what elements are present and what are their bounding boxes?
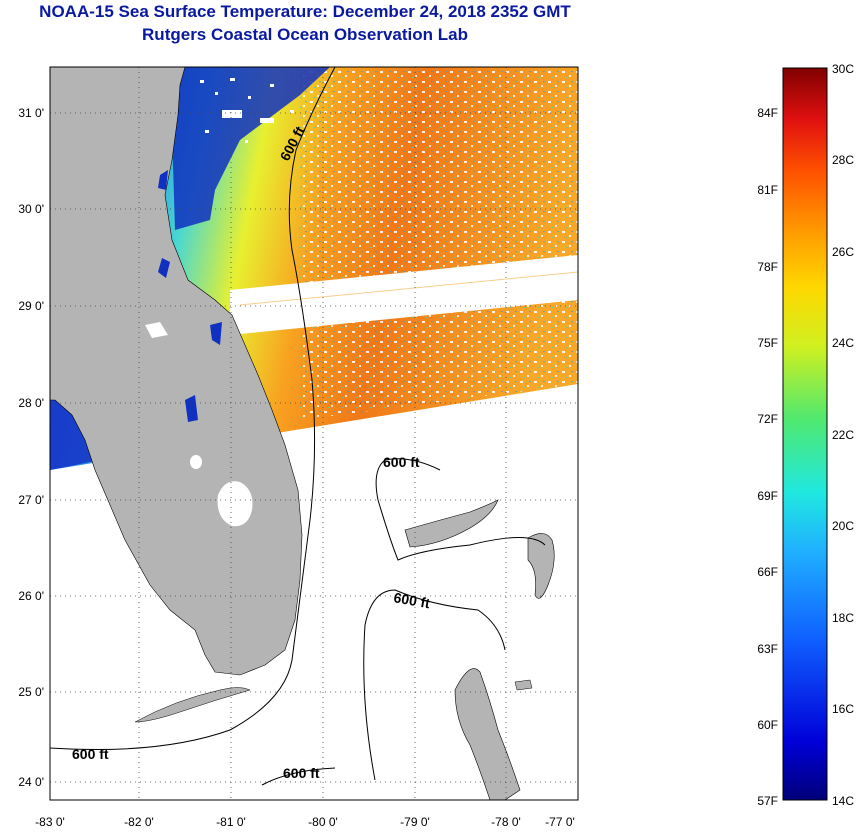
temperature-colorbar (782, 67, 828, 801)
fahrenheit-label: 81F (757, 183, 778, 197)
lake-okeechobee (217, 481, 253, 527)
lat-label: 28 0' (18, 396, 44, 410)
map-subtitle: Rutgers Coastal Ocean Observation Lab (142, 25, 468, 44)
data-gap-stripe (230, 255, 578, 335)
lat-label: 29 0' (18, 299, 44, 313)
fahrenheit-label: 63F (757, 642, 778, 656)
lon-label: -81 0' (216, 815, 246, 829)
latitude-labels: 31 0' 30 0' 29 0' 28 0' 27 0' 26 0' 25 0… (18, 106, 44, 789)
fahrenheit-label: 69F (757, 489, 778, 503)
celsius-label: 26C (832, 245, 854, 259)
lon-label: -77 0' (545, 815, 575, 829)
celsius-label: 28C (832, 153, 854, 167)
lat-label: 26 0' (18, 589, 44, 603)
contour-label-600ft: 600 ft (392, 589, 431, 611)
fahrenheit-label: 60F (757, 718, 778, 732)
florida-keys (134, 687, 251, 723)
lon-label: -79 0' (400, 815, 430, 829)
lat-label: 25 0' (18, 685, 44, 699)
fahrenheit-label: 75F (757, 336, 778, 350)
lat-label: 27 0' (18, 493, 44, 507)
lon-label: -83 0' (35, 815, 65, 829)
lat-label: 31 0' (18, 106, 44, 120)
celsius-label: 18C (832, 611, 854, 625)
fahrenheit-label: 72F (757, 412, 778, 426)
grand-bahama (404, 499, 499, 548)
lon-label: -78 0' (491, 815, 521, 829)
colorbar-celsius-labels: 30C 28C 26C 24C 22C 20C 18C 16C 14C (832, 62, 854, 808)
cold-coastal-water (170, 67, 330, 230)
speckle-noise (300, 70, 578, 420)
celsius-label: 24C (832, 336, 854, 350)
map-title: NOAA-15 Sea Surface Temperature: Decembe… (39, 2, 571, 21)
abaco-island (527, 533, 555, 599)
fahrenheit-label: 66F (757, 565, 778, 579)
celsius-label: 14C (832, 794, 854, 808)
lon-label: -82 0' (124, 815, 154, 829)
contour-label-600ft: 600 ft (72, 746, 109, 762)
contour-label-600ft: 600 ft (283, 765, 320, 781)
celsius-label: 22C (832, 428, 854, 442)
isobath-contours (50, 67, 546, 786)
lat-label: 30 0' (18, 202, 44, 216)
celsius-label: 20C (832, 519, 854, 533)
celsius-label: 30C (832, 62, 854, 76)
longitude-labels: -83 0' -82 0' -81 0' -80 0' -79 0' -78 0… (35, 815, 575, 829)
contour-label-600ft: 600 ft (383, 454, 420, 470)
lon-label: -80 0' (308, 815, 338, 829)
colorbar-fahrenheit-labels: 84F 81F 78F 75F 72F 69F 66F 63F 60F 57F (757, 106, 778, 808)
lat-lon-grid (50, 67, 578, 800)
andros-island (454, 668, 521, 800)
fahrenheit-label: 78F (757, 260, 778, 274)
lat-label: 24 0' (18, 775, 44, 789)
fahrenheit-label: 57F (757, 794, 778, 808)
cloud-specks (200, 78, 294, 143)
celsius-label: 16C (832, 702, 854, 716)
fahrenheit-label: 84F (757, 106, 778, 120)
map-frame (49, 66, 579, 801)
